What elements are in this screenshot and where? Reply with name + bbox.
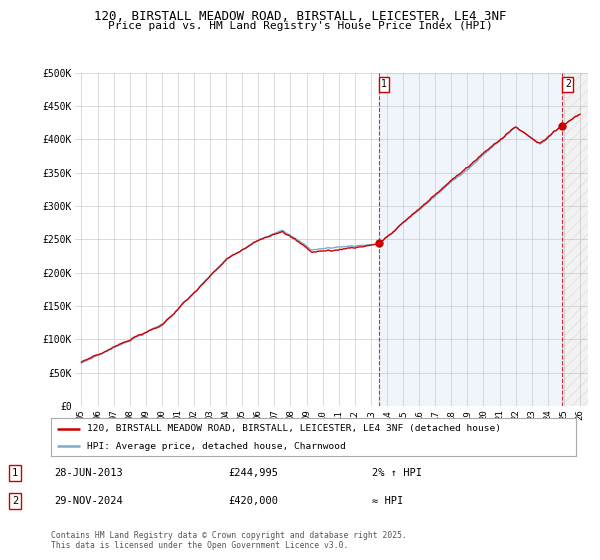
Text: 28-JUN-2013: 28-JUN-2013: [54, 468, 123, 478]
Bar: [562, 73, 588, 406]
Text: 1: 1: [12, 468, 18, 478]
Text: 120, BIRSTALL MEADOW ROAD, BIRSTALL, LEICESTER, LE4 3NF (detached house): 120, BIRSTALL MEADOW ROAD, BIRSTALL, LEI…: [87, 424, 501, 433]
Text: £420,000: £420,000: [228, 496, 278, 506]
Text: Price paid vs. HM Land Registry's House Price Index (HPI): Price paid vs. HM Land Registry's House …: [107, 21, 493, 31]
Bar: [379, 73, 562, 406]
Text: 1: 1: [381, 80, 387, 90]
Text: 120, BIRSTALL MEADOW ROAD, BIRSTALL, LEICESTER, LE4 3NF: 120, BIRSTALL MEADOW ROAD, BIRSTALL, LEI…: [94, 10, 506, 23]
Text: 2: 2: [565, 80, 571, 90]
Text: HPI: Average price, detached house, Charnwood: HPI: Average price, detached house, Char…: [87, 442, 346, 451]
Text: Contains HM Land Registry data © Crown copyright and database right 2025.
This d: Contains HM Land Registry data © Crown c…: [51, 531, 407, 550]
Text: 2% ↑ HPI: 2% ↑ HPI: [372, 468, 422, 478]
Text: 29-NOV-2024: 29-NOV-2024: [54, 496, 123, 506]
Text: £244,995: £244,995: [228, 468, 278, 478]
Text: ≈ HPI: ≈ HPI: [372, 496, 403, 506]
Text: 2: 2: [12, 496, 18, 506]
